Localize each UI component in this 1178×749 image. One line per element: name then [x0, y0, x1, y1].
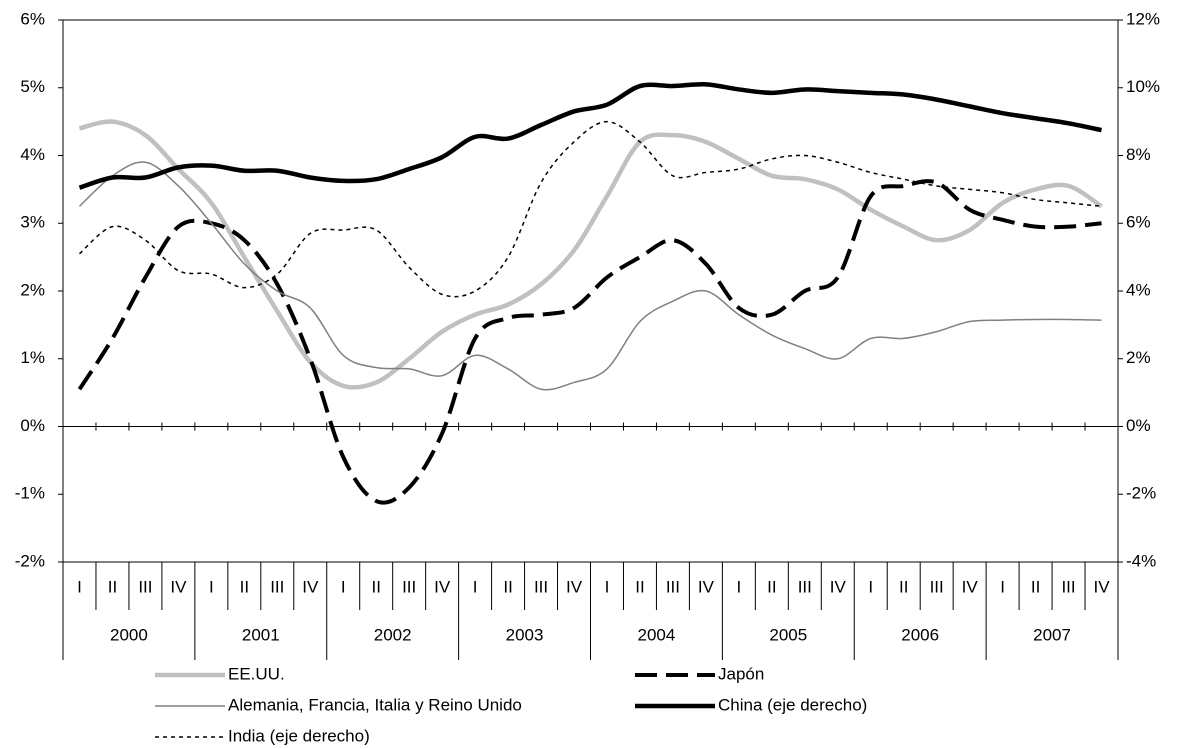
x-tick-label: II — [503, 577, 512, 596]
x-tick-label: II — [767, 577, 776, 596]
x-tick-label: II — [108, 577, 117, 596]
x-group-label: 2001 — [242, 625, 280, 644]
y-tick-label: 5% — [20, 77, 45, 96]
x-tick-label: IV — [962, 577, 979, 596]
x-group-label: 2002 — [374, 625, 412, 644]
y2-tick-label: 6% — [1126, 213, 1151, 232]
x-tick-label: II — [1031, 577, 1040, 596]
series-line — [78, 82, 1102, 190]
legend-label: Alemania, Francia, Italia y Reino Unido — [228, 695, 522, 714]
x-group-label: 2000 — [110, 625, 148, 644]
x-tick-label: IV — [434, 577, 451, 596]
y-tick-label: 1% — [20, 348, 45, 367]
x-tick-label: III — [666, 577, 680, 596]
y2-tick-label: -2% — [1126, 484, 1156, 503]
series-line — [78, 161, 1102, 391]
x-tick-label: I — [1000, 577, 1005, 596]
y2-tick-label: 0% — [1126, 416, 1151, 435]
x-tick-label: I — [736, 577, 741, 596]
y-tick-label: -1% — [15, 484, 45, 503]
x-group-label: 2006 — [901, 625, 939, 644]
series-line — [77, 179, 1102, 505]
x-tick-label: I — [77, 577, 82, 596]
x-tick-label: IV — [566, 577, 583, 596]
y-tick-label: 0% — [20, 416, 45, 435]
x-tick-label: III — [270, 577, 284, 596]
x-tick-label: III — [138, 577, 152, 596]
x-tick-label: III — [798, 577, 812, 596]
x-tick-label: IV — [302, 577, 319, 596]
x-group-label: 2005 — [769, 625, 807, 644]
x-tick-label: II — [240, 577, 249, 596]
x-tick-label: III — [1061, 577, 1075, 596]
x-tick-label: II — [635, 577, 644, 596]
y-tick-label: 4% — [20, 145, 45, 164]
series-line — [78, 120, 1102, 298]
x-tick-label: II — [899, 577, 908, 596]
x-tick-label: I — [473, 577, 478, 596]
series-line — [78, 119, 1103, 390]
x-tick-label: III — [930, 577, 944, 596]
x-tick-label: I — [209, 577, 214, 596]
legend-label: China (eje derecho) — [718, 695, 867, 714]
y2-tick-label: 12% — [1126, 9, 1160, 28]
x-tick-label: III — [402, 577, 416, 596]
legend-label: India (eje derecho) — [228, 726, 370, 745]
x-tick-label: I — [605, 577, 610, 596]
y2-tick-label: -4% — [1126, 551, 1156, 570]
legend-label: Japón — [718, 664, 764, 683]
y-tick-label: 3% — [20, 213, 45, 232]
y-tick-label: 6% — [20, 9, 45, 28]
y2-tick-label: 10% — [1126, 77, 1160, 96]
x-tick-label: IV — [1093, 577, 1110, 596]
y-tick-label: 2% — [20, 280, 45, 299]
y-tick-label: -2% — [15, 551, 45, 570]
x-tick-label: IV — [698, 577, 715, 596]
x-tick-label: III — [534, 577, 548, 596]
y2-tick-label: 4% — [1126, 280, 1151, 299]
x-tick-label: IV — [170, 577, 187, 596]
x-tick-label: I — [868, 577, 873, 596]
x-tick-label: I — [341, 577, 346, 596]
x-group-label: 2007 — [1033, 625, 1071, 644]
y2-tick-label: 2% — [1126, 348, 1151, 367]
y2-tick-label: 8% — [1126, 145, 1151, 164]
x-tick-label: II — [371, 577, 380, 596]
x-tick-label: IV — [830, 577, 847, 596]
x-group-label: 2004 — [638, 625, 676, 644]
x-group-label: 2003 — [506, 625, 544, 644]
plot-frame — [62, 19, 1119, 563]
legend-label: EE.UU. — [228, 664, 285, 683]
